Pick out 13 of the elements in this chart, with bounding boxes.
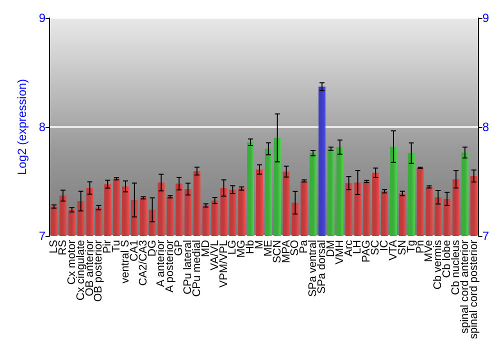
y2-tick-label: 9 — [482, 11, 490, 25]
y2-tick-label: 8 — [482, 120, 490, 134]
y-tick-label: 8 — [38, 120, 46, 134]
y-axis-title: Log2 (expression) — [15, 78, 29, 176]
y-tick-label: 7 — [38, 228, 46, 243]
x-tick-label: SCN — [271, 240, 284, 264]
x-tick-label: A posterior — [164, 240, 176, 293]
y-tick-label: 9 — [38, 11, 46, 25]
y2-tick-label: 7 — [482, 228, 490, 243]
x-tick-label: OB posterior — [92, 240, 105, 302]
x-tick-label: CPu medial — [190, 240, 203, 297]
x-tick-label: RS — [56, 240, 69, 256]
x-tick-label: M — [253, 240, 266, 250]
